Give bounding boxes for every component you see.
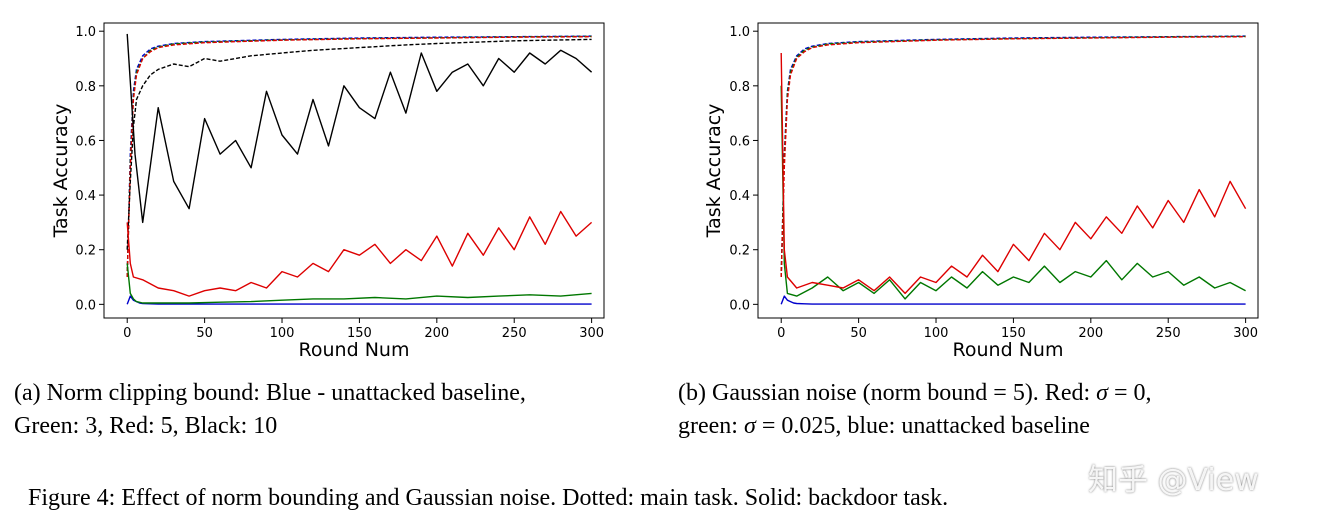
x-axis-label: Round Num <box>299 339 410 361</box>
plot-frame <box>103 22 605 319</box>
caption-b-line2: green: σ = 0.025, blue: unattacked basel… <box>678 410 1152 443</box>
series-7-line <box>126 210 593 297</box>
x-tick-label: 300 <box>579 326 604 341</box>
y-tick-label: 0.2 <box>75 244 96 259</box>
x-tick-label: 100 <box>270 326 295 341</box>
series-3-line <box>126 36 592 278</box>
y-tick-label: 1.0 <box>75 25 96 40</box>
x-tick-label: 200 <box>424 326 449 341</box>
series-lines <box>126 33 593 305</box>
series-1-line <box>126 35 592 278</box>
y-tick-label: 0.6 <box>75 134 96 149</box>
sigma-symbol: σ <box>1096 380 1108 406</box>
caption-b-line1: (b) Gaussian noise (norm bound = 5). Red… <box>678 377 1152 410</box>
y-tick-label: 0.6 <box>729 134 750 149</box>
x-tick-label: 300 <box>1233 326 1258 341</box>
y-axis-label: Task Accuracy <box>703 104 725 239</box>
series-4-line <box>126 38 592 250</box>
y-tick-label: 0.0 <box>75 298 96 313</box>
series-4-line <box>780 295 1246 305</box>
x-tick-label: 200 <box>1078 326 1103 341</box>
figure-caption: Figure 4: Effect of norm bounding and Ga… <box>28 485 949 511</box>
x-tick-label: 250 <box>502 326 527 341</box>
y-tick-label: 1.0 <box>729 25 750 40</box>
caption-a: (a) Norm clipping bound: Blue - unattack… <box>14 377 526 443</box>
x-tick-label: 50 <box>850 326 867 341</box>
watermark: 知乎 @View <box>1088 463 1259 498</box>
x-tick-label: 150 <box>1001 326 1026 341</box>
series-3-line <box>780 36 1246 278</box>
chart-panel-b: 0 50 100 150 200 250 300 0.0 0.2 0.4 0.6 0.8 1.0 Roun… <box>660 0 1336 372</box>
series-6-line <box>780 52 1247 295</box>
x-tick-label: 100 <box>924 326 949 341</box>
x-tick-label: 150 <box>347 326 372 341</box>
series-5-line <box>126 295 592 305</box>
y-tick-label: 0.0 <box>729 298 750 313</box>
series-2-line <box>780 35 1246 278</box>
y-tick-label: 0.4 <box>75 189 96 204</box>
y-axis-label: Task Accuracy <box>50 104 72 239</box>
plot-frame <box>757 22 1259 319</box>
series-1-line <box>780 35 1246 278</box>
caption-b: (b) Gaussian noise (norm bound = 5). Red… <box>678 377 1152 443</box>
y-tick-label: 0.4 <box>729 189 750 204</box>
x-tick-label: 50 <box>196 326 213 341</box>
caption-a-line1: (a) Norm clipping bound: Blue - unattack… <box>14 380 526 406</box>
caption-a-line2: Green: 3, Red: 5, Black: 10 <box>14 413 278 439</box>
series-lines <box>780 35 1247 305</box>
caption-b-line2-post: = 0.025, blue: unattacked baseline <box>755 413 1090 439</box>
x-tick-label: 0 <box>777 326 785 341</box>
series-8-line <box>126 33 593 224</box>
x-tick-label: 0 <box>123 326 131 341</box>
y-tick-label: 0.8 <box>729 80 750 95</box>
caption-b-line1-pre: (b) Gaussian noise (norm bound = 5). Red… <box>678 380 1097 406</box>
caption-b-line1-post: = 0, <box>1107 380 1152 406</box>
chart-b-svg: 0 50 100 150 200 250 300 0.0 0.2 0.4 0.6 0.8 1.0 Roun… <box>703 22 1259 361</box>
x-axis-label: Round Num <box>953 339 1064 361</box>
sigma-symbol: σ <box>743 413 756 439</box>
chart-a-svg: 0 50 100 150 200 250 300 0.0 0.2 0.4 0.6 0.8 1.0 Roun… <box>50 22 605 361</box>
chart-panel-a: 0 50 100 150 200 250 300 0.0 0.2 0.4 0.6 0.8 1.0 Roun… <box>0 0 640 372</box>
series-6-line <box>126 263 592 304</box>
y-tick-label: 0.8 <box>75 80 96 95</box>
x-tick-label: 250 <box>1156 326 1181 341</box>
caption-b-line2-pre: green: <box>678 413 744 439</box>
series-5-line <box>780 85 1246 300</box>
y-tick-label: 0.2 <box>729 244 750 259</box>
series-2-line <box>126 35 592 278</box>
